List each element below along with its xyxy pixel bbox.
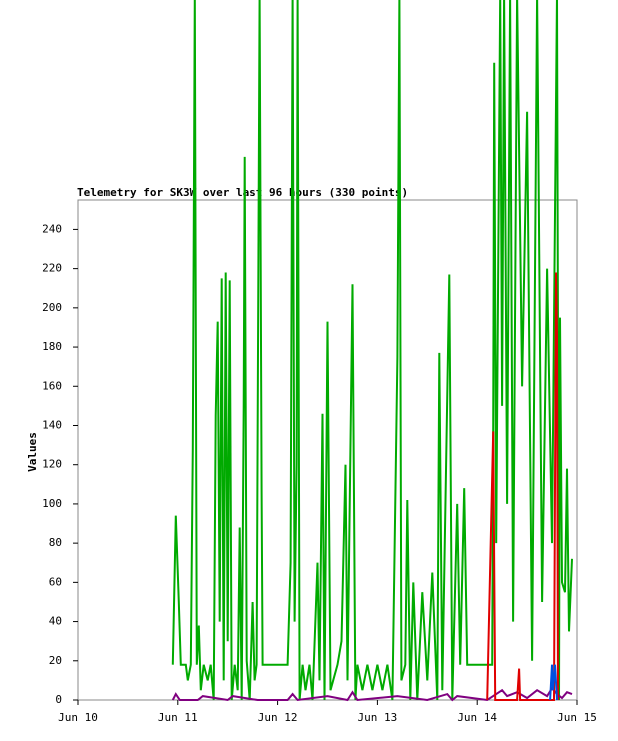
x-tick-label: Jun 15: [557, 711, 597, 724]
chart-title: Telemetry for SK3W over last 96 hours (3…: [77, 186, 408, 199]
y-tick-label: 120: [42, 458, 62, 471]
y-tick-label: 180: [42, 340, 62, 353]
y-tick-label: 140: [42, 418, 62, 431]
x-tick-label: Jun 11: [158, 711, 198, 724]
y-tick-label: 80: [49, 536, 62, 549]
series-line: [549, 664, 558, 701]
y-axis-label: Values: [26, 432, 39, 472]
y-tick-label: 160: [42, 379, 62, 392]
x-tick-label: Jun 14: [457, 711, 497, 724]
y-tick-label: 20: [49, 654, 62, 667]
y-tick-label: 200: [42, 301, 62, 314]
y-tick-label: 240: [42, 222, 62, 235]
y-tick-label: 40: [49, 615, 62, 628]
series-line: [486, 272, 559, 701]
series-line: [171, 686, 573, 702]
y-tick-label: 220: [42, 262, 62, 275]
y-tick-label: 0: [55, 693, 62, 706]
y-tick-label: 60: [49, 575, 62, 588]
x-tick-label: Jun 13: [358, 711, 398, 724]
x-tick-label: Jun 12: [258, 711, 298, 724]
plot-frame: [77, 199, 578, 701]
x-tick-label: Jun 10: [58, 711, 98, 724]
series-line: [171, 0, 573, 701]
y-tick-label: 100: [42, 497, 62, 510]
